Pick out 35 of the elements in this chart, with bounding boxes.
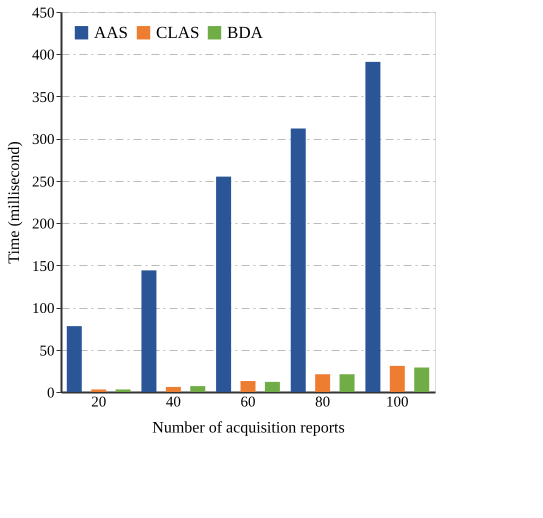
y-tick-label: 200 bbox=[32, 216, 54, 233]
y-tick-label: 400 bbox=[32, 48, 54, 64]
legend-label: AAS bbox=[94, 22, 128, 42]
bar bbox=[66, 326, 82, 392]
x-tick-label: 40 bbox=[166, 394, 181, 410]
x-tick-label: 80 bbox=[315, 394, 330, 410]
bar bbox=[290, 128, 306, 392]
y-tick-label: 50 bbox=[40, 343, 54, 360]
y-tick-label: 350 bbox=[32, 90, 54, 106]
legend-label: BDA bbox=[227, 22, 264, 42]
bar bbox=[116, 389, 131, 392]
y-axis-title: Time (millisecond) bbox=[6, 141, 23, 264]
bar bbox=[216, 176, 232, 392]
bar bbox=[390, 366, 405, 392]
bar bbox=[315, 374, 330, 392]
bar bbox=[240, 381, 256, 392]
legend-label: CLAS bbox=[156, 22, 200, 42]
bar bbox=[91, 389, 106, 392]
x-tick-label: 20 bbox=[91, 394, 106, 410]
y-tick-label: 0 bbox=[47, 386, 54, 402]
y-tick-label: 300 bbox=[32, 132, 54, 148]
bar bbox=[141, 270, 156, 392]
y-tick-label: 450 bbox=[32, 6, 54, 22]
bar bbox=[166, 386, 181, 392]
bar bbox=[264, 382, 280, 392]
bar bbox=[190, 386, 206, 392]
x-axis-title: Number of acquisition reports bbox=[152, 420, 345, 436]
bar bbox=[414, 368, 430, 392]
y-tick-label: 100 bbox=[32, 301, 54, 318]
bar bbox=[365, 62, 380, 392]
x-tick-label: 100 bbox=[386, 394, 409, 410]
y-tick-label: 150 bbox=[32, 258, 54, 275]
y-tick-label: 250 bbox=[32, 174, 54, 190]
bar bbox=[340, 374, 355, 392]
x-tick-label: 60 bbox=[240, 394, 256, 410]
